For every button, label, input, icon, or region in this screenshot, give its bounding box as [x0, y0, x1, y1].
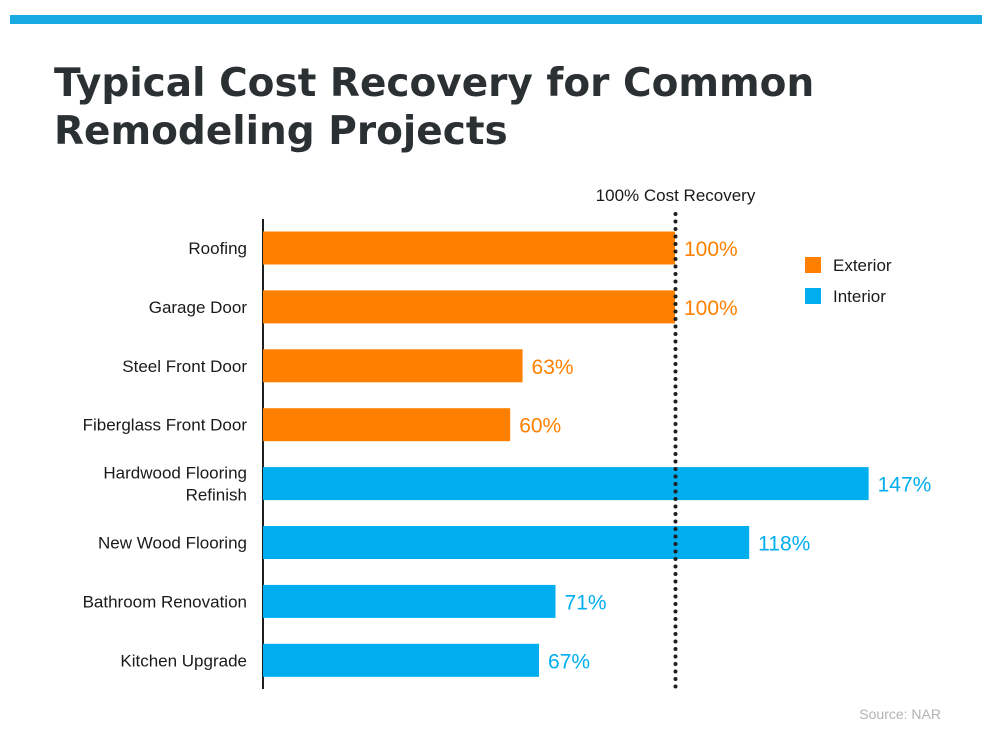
category-label-8: Kitchen Upgrade — [120, 651, 247, 670]
category-label-6: New Wood Flooring — [98, 534, 247, 553]
value-label-4: 60% — [519, 415, 561, 438]
legend-swatch-exterior — [805, 257, 821, 273]
category-label-4: Fiberglass Front Door — [83, 416, 248, 435]
value-label-5: 147% — [878, 474, 932, 497]
bar-3 — [263, 349, 523, 383]
bar-6 — [263, 526, 750, 559]
bar-2 — [263, 290, 675, 324]
legend-label-interior: Interior — [833, 287, 886, 306]
value-label-7: 71% — [565, 591, 607, 614]
source-note: Source: NAR — [859, 706, 941, 722]
chart-title-line-1: Typical Cost Recovery for Common — [54, 61, 815, 106]
legend-label-exterior: Exterior — [833, 256, 892, 275]
value-label-1: 100% — [684, 238, 738, 261]
value-label-2: 100% — [684, 297, 738, 320]
category-label-7: Bathroom Renovation — [83, 592, 247, 611]
value-label-8: 67% — [548, 650, 590, 673]
category-label-3: Steel Front Door — [122, 357, 247, 376]
bar-7 — [263, 584, 556, 618]
category-label-5: Hardwood Flooring Refinish — [103, 464, 247, 505]
chart-title-line-2: Remodeling Projects — [54, 109, 508, 154]
bar-5 — [263, 467, 869, 501]
value-label-6: 118% — [758, 533, 810, 556]
value-label-3: 63% — [532, 356, 574, 379]
bar-1 — [263, 231, 675, 265]
category-label-1: Roofing — [188, 239, 247, 258]
reference-line-label: 100% Cost Recovery — [596, 186, 756, 205]
top-accent-bar — [10, 15, 982, 24]
chart-title: Typical Cost Recovery for Common Remodel… — [54, 60, 954, 156]
legend-swatch-interior — [805, 288, 821, 304]
bar-4 — [263, 408, 511, 442]
category-label-2: Garage Door — [149, 298, 248, 317]
bar-8 — [263, 643, 540, 677]
